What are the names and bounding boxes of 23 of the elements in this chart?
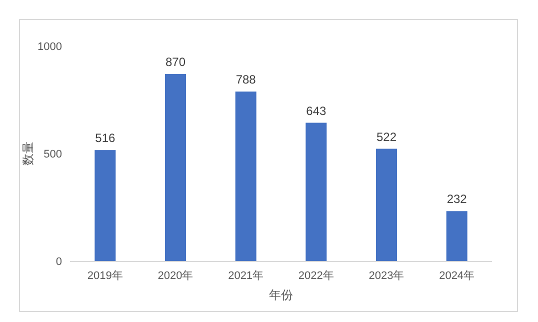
data-label: 870 — [165, 54, 186, 69]
y-tick-label: 0 — [56, 256, 62, 268]
bar — [235, 92, 256, 261]
data-label: 516 — [95, 131, 116, 146]
bar — [306, 122, 327, 261]
data-label: 643 — [306, 104, 326, 118]
y-axis-title: 数量 — [21, 142, 35, 166]
data-label: 232 — [446, 192, 468, 206]
bar — [376, 148, 397, 261]
x-tick-label: 2021年 — [228, 270, 264, 282]
bar — [446, 211, 468, 261]
x-tick-label: 2020年 — [158, 270, 194, 282]
x-tick-label: 2022年 — [298, 270, 334, 282]
x-tick-label: 2024年 — [439, 270, 475, 282]
y-tick-label: 1000 — [38, 41, 62, 53]
bar — [94, 150, 116, 261]
data-label: 522 — [376, 130, 397, 144]
x-tick-label: 2023年 — [368, 270, 404, 282]
y-tick-label: 500 — [44, 148, 62, 160]
x-axis-title: 年份 — [269, 288, 293, 302]
bar — [165, 74, 186, 261]
x-tick-label: 2019年 — [87, 270, 123, 282]
data-label: 788 — [236, 72, 256, 87]
